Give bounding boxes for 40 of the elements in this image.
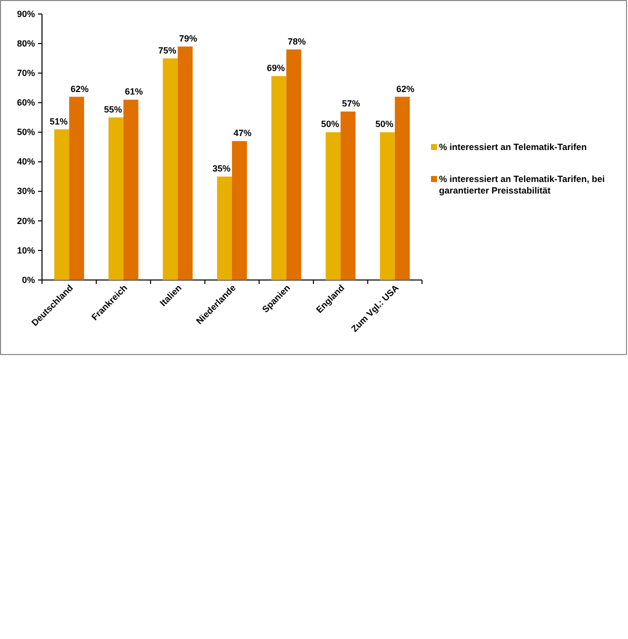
y-tick-label: 0% (22, 274, 35, 285)
legend-label: % interessiert an Telematik-Tarifen, bei garantierter Preisstabilität (439, 174, 605, 196)
bar (178, 46, 193, 280)
data-label: 78% (288, 36, 306, 46)
bar (123, 100, 138, 280)
y-tick-label: 90% (16, 8, 35, 19)
bar (69, 96, 84, 280)
bar (162, 58, 178, 280)
y-tick-label: 30% (16, 186, 35, 196)
data-label: 79% (179, 34, 198, 44)
bar (286, 49, 302, 280)
y-tick-label: 70% (16, 68, 35, 78)
data-label: 62% (396, 84, 414, 94)
bar (54, 129, 70, 280)
bar (232, 141, 247, 280)
data-label: 55% (104, 104, 122, 114)
data-label: 57% (342, 98, 360, 109)
data-label: 47% (233, 128, 252, 138)
data-label: 35% (212, 164, 231, 174)
data-label: 75% (158, 45, 176, 56)
legend-label: % interessiert an Telematik-Tarifen (439, 142, 587, 152)
bar (271, 76, 286, 280)
y-tick-label: 20% (16, 216, 35, 226)
y-tick-label: 10% (16, 245, 35, 256)
bar (394, 96, 410, 280)
bar (340, 112, 356, 280)
bar (217, 176, 232, 280)
data-label: 50% (321, 119, 340, 130)
data-label: 51% (50, 116, 68, 126)
data-label: 69% (266, 63, 285, 74)
bar (326, 132, 341, 280)
y-tick-label: 50% (16, 127, 35, 138)
y-tick-label: 80% (16, 38, 35, 48)
data-label: 62% (70, 84, 89, 94)
bar (380, 132, 395, 280)
y-tick-label: 40% (16, 156, 35, 167)
data-label: 61% (124, 86, 143, 97)
y-tick-label: 60% (16, 98, 35, 108)
bar (108, 117, 124, 280)
data-label: 50% (375, 119, 394, 130)
